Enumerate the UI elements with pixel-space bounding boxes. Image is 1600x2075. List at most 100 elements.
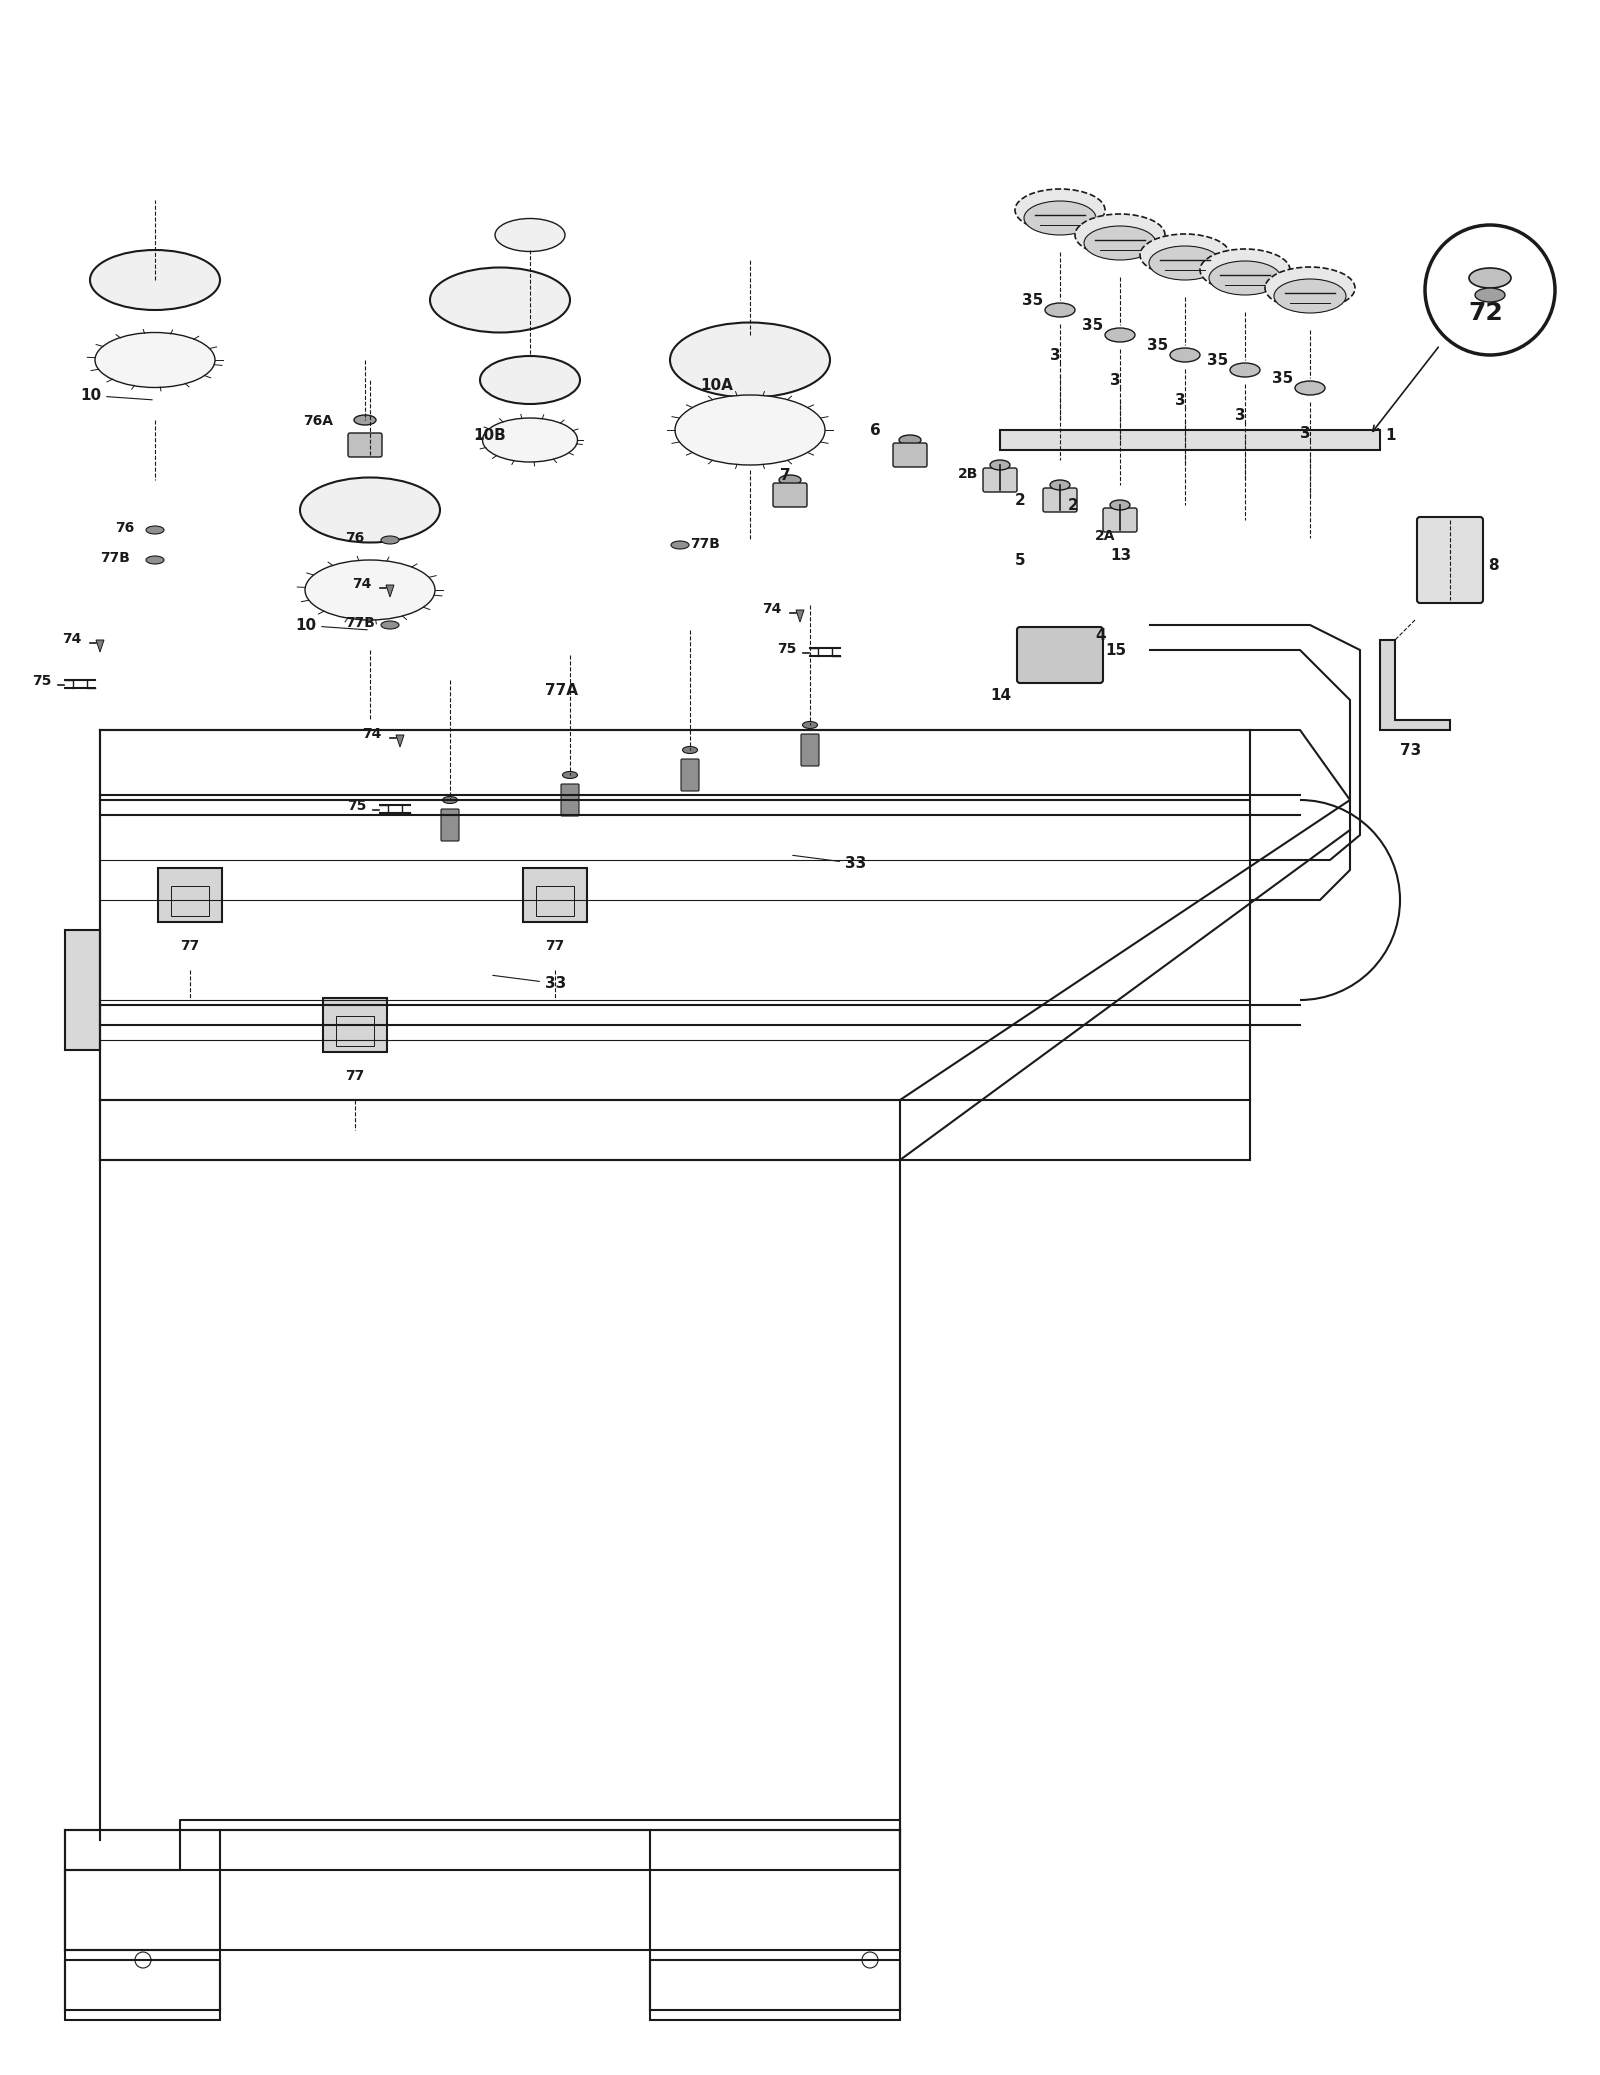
Ellipse shape [683,747,698,753]
Text: 2B: 2B [958,467,978,481]
Ellipse shape [899,436,922,444]
Ellipse shape [1170,349,1200,361]
Ellipse shape [1469,268,1510,288]
Text: 2: 2 [1069,498,1078,513]
Text: 75: 75 [32,674,51,689]
Ellipse shape [301,477,440,542]
Ellipse shape [381,620,398,629]
Text: 74: 74 [362,726,381,741]
Ellipse shape [1050,479,1070,490]
Text: 76: 76 [115,521,134,535]
FancyBboxPatch shape [682,759,699,791]
Text: 75: 75 [347,799,366,813]
Ellipse shape [354,415,376,425]
Ellipse shape [1200,249,1290,291]
FancyBboxPatch shape [1018,627,1102,683]
Polygon shape [1379,639,1450,730]
Ellipse shape [1210,261,1282,295]
FancyBboxPatch shape [562,784,579,815]
Text: 6: 6 [870,423,880,438]
Text: 77: 77 [546,940,565,952]
Ellipse shape [1106,328,1134,342]
Text: 33: 33 [792,855,866,872]
Text: 76A: 76A [302,415,333,427]
Text: 35: 35 [1022,293,1043,307]
Text: 10A: 10A [701,378,733,392]
Text: 74: 74 [62,633,82,645]
Ellipse shape [1475,288,1506,303]
Text: 1: 1 [1386,427,1395,442]
Text: 5: 5 [1014,554,1026,569]
Ellipse shape [779,475,802,486]
Text: 77B: 77B [346,616,374,631]
Ellipse shape [803,722,818,728]
Text: 77A: 77A [546,683,578,697]
Text: 77B: 77B [690,537,720,552]
Ellipse shape [1294,382,1325,394]
Polygon shape [96,639,104,652]
FancyBboxPatch shape [1418,517,1483,604]
Ellipse shape [990,461,1010,471]
Circle shape [1426,224,1555,355]
FancyBboxPatch shape [66,930,99,1050]
Text: 77B: 77B [99,552,130,564]
Text: 13: 13 [1110,548,1131,562]
Text: 7: 7 [781,469,790,483]
Polygon shape [797,610,805,622]
Text: 77: 77 [179,940,200,952]
Ellipse shape [1274,278,1346,313]
FancyBboxPatch shape [158,867,222,921]
Text: 35: 35 [1147,338,1168,353]
Text: 73: 73 [1400,743,1421,757]
Text: 15: 15 [1106,643,1126,658]
Text: 4: 4 [1094,629,1106,643]
Ellipse shape [381,535,398,544]
Text: 33: 33 [493,975,566,992]
Ellipse shape [1014,189,1106,230]
Ellipse shape [1110,500,1130,510]
FancyBboxPatch shape [523,867,587,921]
Text: 35: 35 [1206,353,1229,367]
Text: 72: 72 [1469,301,1502,326]
Ellipse shape [430,268,570,332]
Ellipse shape [94,332,214,388]
Ellipse shape [563,772,578,778]
FancyBboxPatch shape [442,809,459,840]
Text: 2A: 2A [1094,529,1115,544]
Ellipse shape [1075,214,1165,255]
Ellipse shape [670,322,830,398]
Text: 76: 76 [346,531,365,546]
Ellipse shape [1024,201,1096,234]
Ellipse shape [480,357,579,405]
Ellipse shape [1045,303,1075,317]
Polygon shape [397,735,403,747]
Ellipse shape [90,249,221,309]
FancyBboxPatch shape [893,442,926,467]
Text: 74: 74 [352,577,371,591]
Ellipse shape [1139,234,1230,276]
Ellipse shape [443,797,458,803]
Text: 2: 2 [1014,494,1026,508]
FancyBboxPatch shape [323,998,387,1052]
Text: 10: 10 [294,618,368,633]
Ellipse shape [483,417,578,463]
Ellipse shape [146,556,165,564]
Text: 74: 74 [762,602,781,616]
Text: 10: 10 [80,388,152,403]
Text: 10B: 10B [474,427,506,442]
Ellipse shape [1085,226,1155,259]
Ellipse shape [670,542,690,550]
FancyBboxPatch shape [1102,508,1138,531]
Text: 77: 77 [346,1069,365,1083]
Ellipse shape [306,560,435,620]
Text: 3: 3 [1235,409,1246,423]
Ellipse shape [494,218,565,251]
Text: 3: 3 [1110,374,1120,388]
Text: 35: 35 [1082,317,1104,332]
FancyBboxPatch shape [773,483,806,506]
Ellipse shape [1266,268,1355,309]
Text: 3: 3 [1174,392,1186,409]
Ellipse shape [675,394,826,465]
Ellipse shape [1149,247,1221,280]
Text: 3: 3 [1050,349,1061,363]
